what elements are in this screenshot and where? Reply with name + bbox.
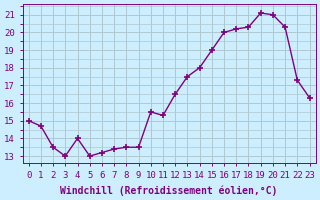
X-axis label: Windchill (Refroidissement éolien,°C): Windchill (Refroidissement éolien,°C) xyxy=(60,185,278,196)
